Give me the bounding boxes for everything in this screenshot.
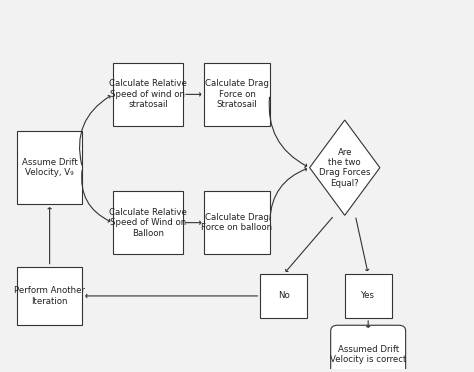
Text: Calculate Relative
Speed of wind on
stratosail: Calculate Relative Speed of wind on stra…: [109, 80, 187, 109]
Text: Calculate Drag
Force on
Stratosail: Calculate Drag Force on Stratosail: [205, 80, 269, 109]
FancyBboxPatch shape: [345, 274, 392, 318]
FancyBboxPatch shape: [204, 63, 270, 125]
FancyBboxPatch shape: [113, 63, 183, 125]
FancyBboxPatch shape: [331, 325, 406, 372]
Text: Calculate Relative
Speed of Wind on
Balloon: Calculate Relative Speed of Wind on Ball…: [109, 208, 187, 238]
Text: Assumed Drift
Velocity is correct: Assumed Drift Velocity is correct: [330, 345, 406, 364]
Text: Are
the two
Drag Forces
Equal?: Are the two Drag Forces Equal?: [319, 148, 371, 188]
FancyBboxPatch shape: [17, 131, 82, 204]
Text: Perform Another
Iteration: Perform Another Iteration: [14, 286, 85, 306]
FancyBboxPatch shape: [113, 192, 183, 254]
FancyBboxPatch shape: [204, 192, 270, 254]
Polygon shape: [310, 120, 380, 215]
FancyBboxPatch shape: [17, 267, 82, 325]
Text: No: No: [278, 291, 290, 301]
FancyBboxPatch shape: [260, 274, 307, 318]
Text: Calculate Drag
Force on balloon: Calculate Drag Force on balloon: [201, 213, 273, 232]
Text: Assume Drift
Velocity, V₉: Assume Drift Velocity, V₉: [22, 158, 77, 177]
Text: Yes: Yes: [361, 291, 375, 301]
